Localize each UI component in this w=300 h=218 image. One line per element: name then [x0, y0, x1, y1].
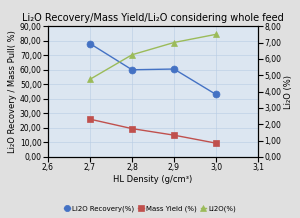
Li2O Recovery(%) [172, 68, 176, 70]
Li2O(%) [172, 41, 176, 44]
Title: Li₂O Recovery/Mass Yield/Li₂O considering whole feed: Li₂O Recovery/Mass Yield/Li₂O considerin… [22, 13, 284, 23]
Y-axis label: Li₂O (%): Li₂O (%) [284, 75, 293, 109]
Line: Li2O Recovery(%): Li2O Recovery(%) [86, 40, 220, 98]
Mass Yield (%) [214, 142, 218, 145]
Legend: Li2O Recovery(%), Mass Yield (%), Li2O(%): Li2O Recovery(%), Mass Yield (%), Li2O(%… [61, 203, 239, 215]
Li2O(%) [130, 53, 134, 56]
Y-axis label: Li₂O Recovery / Mass Pull( %): Li₂O Recovery / Mass Pull( %) [8, 30, 17, 153]
Mass Yield (%) [88, 118, 92, 121]
Line: Mass Yield (%): Mass Yield (%) [86, 116, 220, 147]
Li2O(%) [214, 33, 218, 36]
Line: Li2O(%): Li2O(%) [86, 31, 220, 83]
X-axis label: HL Density (g/cm³): HL Density (g/cm³) [113, 175, 193, 184]
Li2O Recovery(%) [214, 93, 218, 96]
Li2O Recovery(%) [88, 42, 92, 45]
Mass Yield (%) [130, 127, 134, 130]
Mass Yield (%) [172, 134, 176, 136]
Li2O(%) [88, 78, 92, 81]
Li2O Recovery(%) [130, 68, 134, 71]
